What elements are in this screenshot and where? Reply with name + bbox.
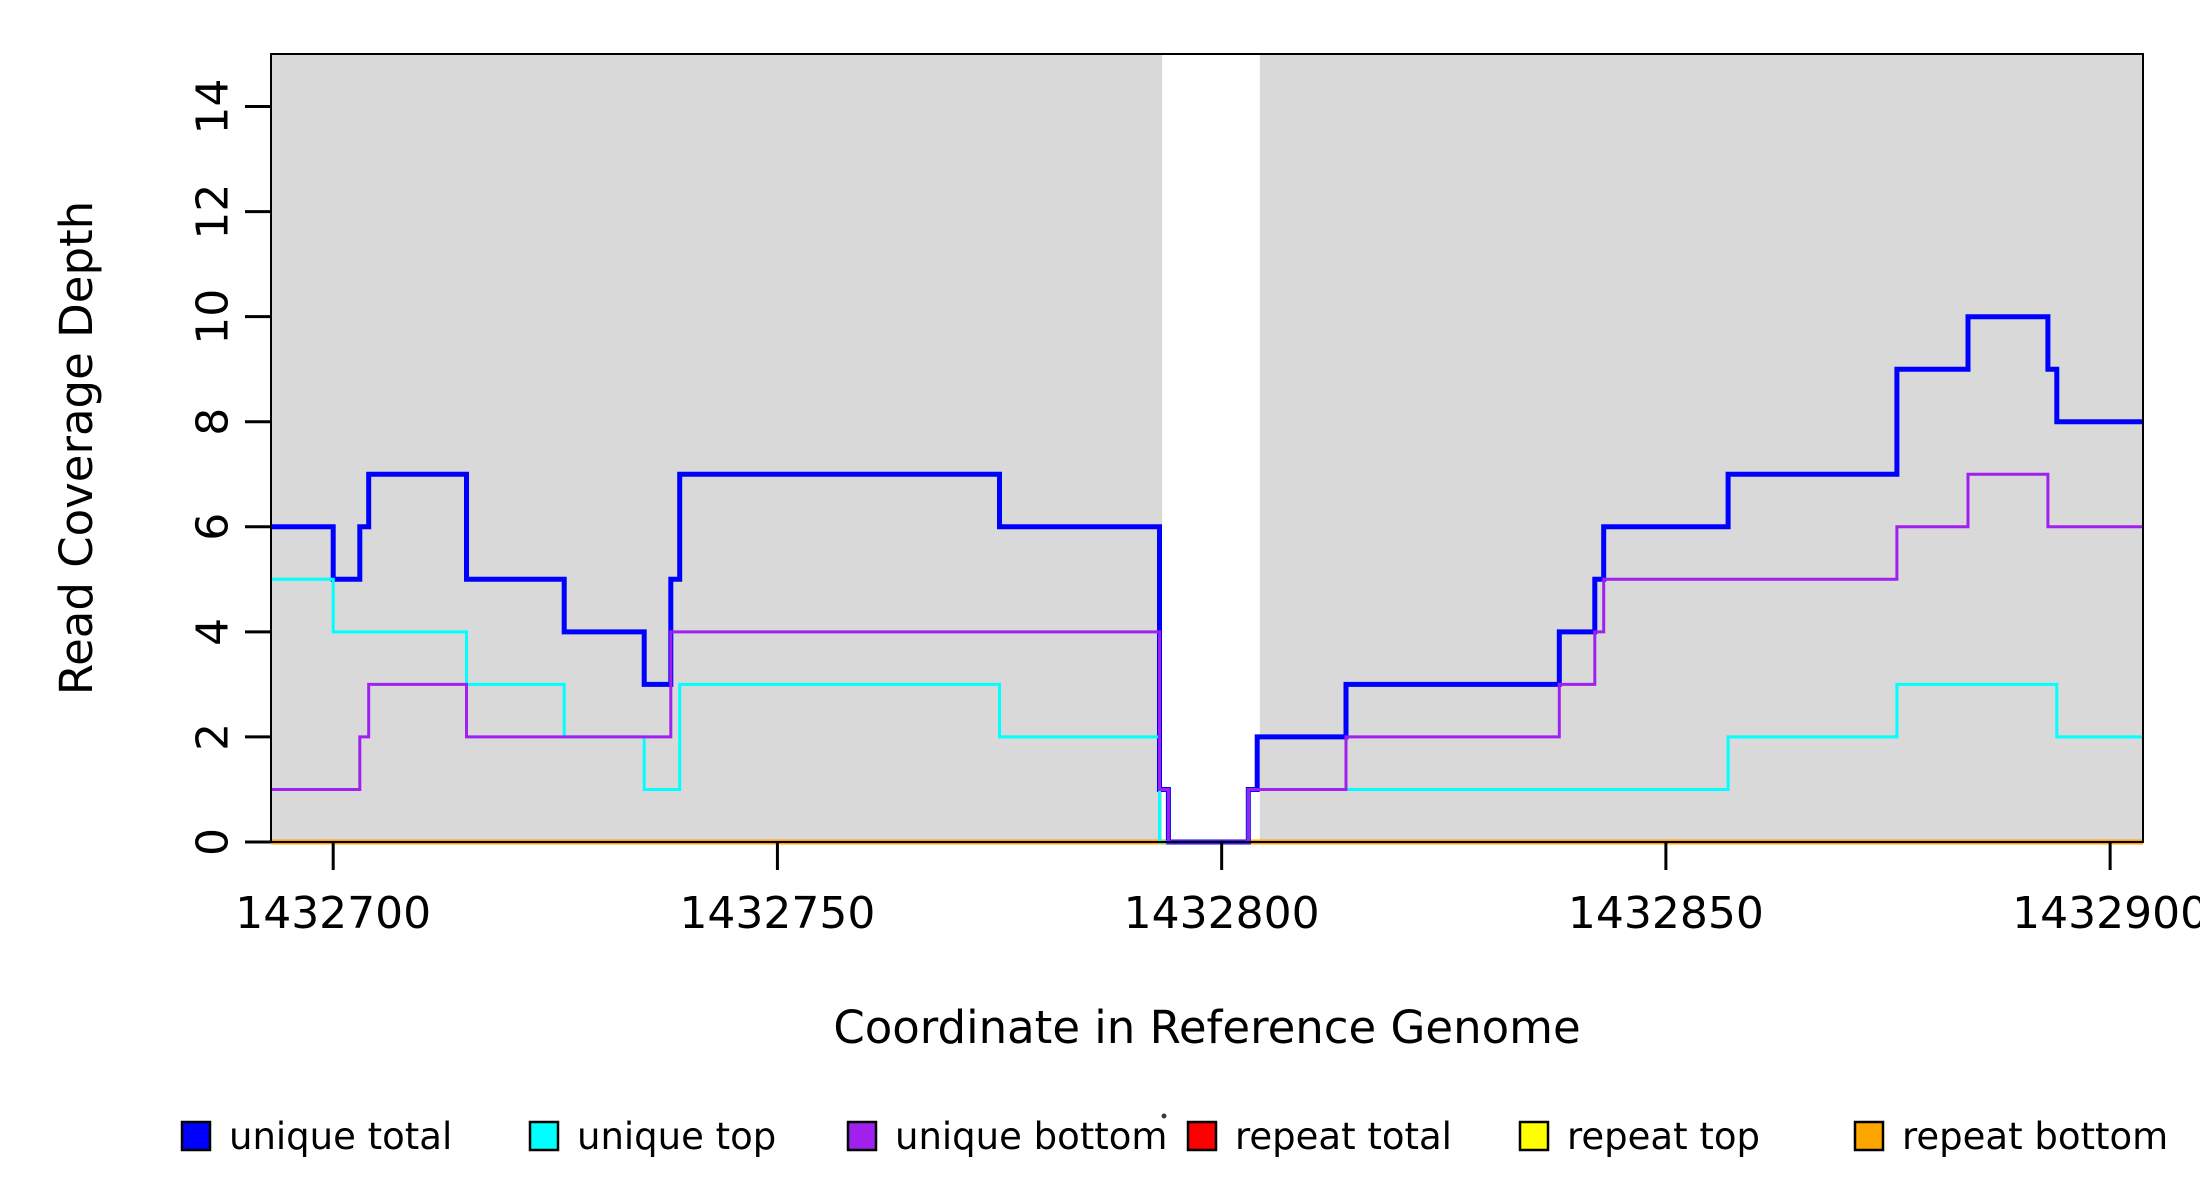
- stray-mark: [1161, 1113, 1167, 1119]
- x-axis-tick-label: 1432750: [679, 888, 875, 939]
- legend-swatch: [180, 1120, 212, 1152]
- legend-label: unique total: [229, 1115, 452, 1158]
- legend-label: repeat top: [1567, 1115, 1760, 1158]
- y-axis-tick-label: 0: [187, 828, 238, 856]
- axis-ticks: [245, 105, 2112, 870]
- x-axis-tick-label: 1432900: [2012, 888, 2200, 939]
- axis-tick-labels: 1432700 1432750 1432800 1432850 1432900 0 2 4 6 8…: [187, 79, 2200, 940]
- unique-bottom-line: [271, 472, 2143, 844]
- x-axis-tick-label: 1432700: [235, 888, 431, 939]
- alignable-region-bands: [271, 54, 2143, 842]
- y-axis-tick-label: 14: [187, 79, 238, 135]
- alignable-region-band: [1259, 54, 2143, 842]
- y-axis-tick-label: 12: [187, 184, 238, 240]
- legend-item: repeat total: [1186, 1115, 1452, 1158]
- legend-label: unique bottom: [895, 1115, 1167, 1158]
- y-axis-tick-label: 6: [187, 513, 238, 541]
- unique-top-line: [271, 577, 2143, 844]
- y-axis-title: Read Coverage Depth: [50, 201, 103, 695]
- x-axis-tick-label: 1432800: [1124, 888, 1320, 939]
- y-axis-tick-label: 8: [187, 408, 238, 436]
- legend-label: unique top: [577, 1115, 776, 1158]
- legend-item: unique total: [180, 1115, 452, 1158]
- legend-swatch: [846, 1120, 878, 1152]
- y-axis-tick-label: 2: [187, 723, 238, 751]
- legend-swatch: [528, 1120, 560, 1152]
- x-axis-tick-label: 1432850: [1568, 888, 1764, 939]
- legend-swatch: [1518, 1120, 1550, 1152]
- legend-swatch: [1853, 1120, 1885, 1152]
- y-axis-tick-label: 10: [187, 289, 238, 345]
- plot-border: [270, 53, 2144, 843]
- x-axis-title: Coordinate in Reference Genome: [833, 1001, 1580, 1054]
- legend-label: repeat total: [1235, 1115, 1452, 1158]
- legend-swatch: [1186, 1120, 1218, 1152]
- legend-item: repeat top: [1518, 1115, 1760, 1158]
- chart-legend: unique total unique top unique bottom repea…: [180, 1115, 2168, 1158]
- legend-label: repeat bottom: [1902, 1115, 2168, 1158]
- legend-item: unique bottom: [846, 1115, 1167, 1158]
- y-axis-tick-label: 4: [187, 618, 238, 646]
- legend-item: unique top: [528, 1115, 776, 1158]
- alignable-region-band: [271, 54, 1163, 842]
- legend-item: repeat bottom: [1853, 1115, 2168, 1158]
